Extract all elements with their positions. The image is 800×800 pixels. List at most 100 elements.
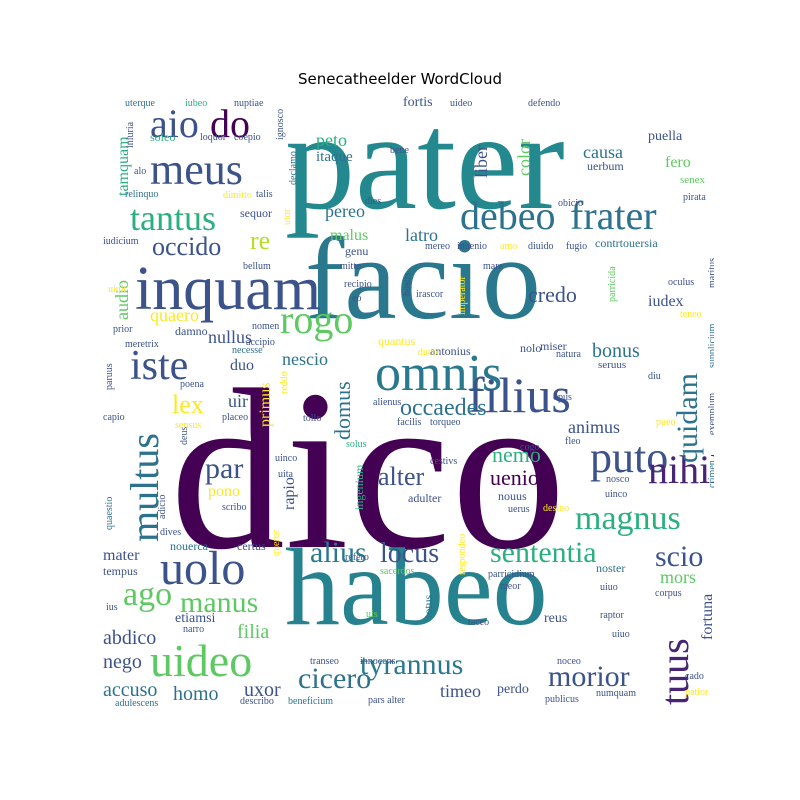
cloud-word: alius xyxy=(310,536,367,569)
cloud-word: mors xyxy=(660,567,696,587)
cloud-word: cestivs xyxy=(430,456,458,467)
cloud-word: adicio xyxy=(157,494,168,519)
cloud-word: senex xyxy=(680,174,706,186)
cloud-word: rapio xyxy=(281,477,298,510)
cloud-word: noster xyxy=(596,561,626,575)
cloud-word: narro xyxy=(183,624,205,635)
cloud-word: bellum xyxy=(243,261,271,272)
cloud-word: magnus xyxy=(575,500,681,537)
cloud-word: dimitto xyxy=(223,190,252,201)
cloud-word: fortis xyxy=(403,96,433,110)
cloud-word: rogo xyxy=(280,297,354,342)
cloud-word: loquor xyxy=(200,132,227,143)
cloud-word: refero xyxy=(345,552,369,563)
cloud-word: tempus xyxy=(103,564,138,578)
cloud-word: patior xyxy=(685,687,709,698)
cloud-word: mater xyxy=(103,547,140,564)
cloud-word: sacerdos xyxy=(380,566,415,577)
cloud-word: certus xyxy=(237,539,266,553)
cloud-word: pirata xyxy=(683,192,706,203)
word-cloud: dico pater facio habeo inquam omnis filius meus… xyxy=(100,96,714,710)
cloud-word: uinco xyxy=(275,453,298,464)
cloud-word: accuso xyxy=(103,679,158,701)
cloud-word: amo xyxy=(500,241,518,252)
cloud-word: puto xyxy=(590,433,669,482)
cloud-word: respondeo xyxy=(457,533,468,575)
cloud-word: cado xyxy=(685,671,704,682)
cloud-word: meus xyxy=(150,145,243,194)
cloud-word: parricida xyxy=(607,266,618,302)
cloud-word: contrtouersia xyxy=(595,236,658,250)
cloud-word: tollo xyxy=(303,413,322,424)
cloud-word: puella xyxy=(648,129,683,144)
cloud-word: debeo xyxy=(460,193,556,238)
cloud-word: pereo xyxy=(325,201,365,221)
cloud-word: damno xyxy=(175,324,208,338)
chart-title: Senecatheelder WordCloud xyxy=(297,70,503,88)
cloud-word: abdico xyxy=(103,627,157,649)
cloud-word: adulescens xyxy=(115,698,159,709)
cloud-word: color xyxy=(514,139,534,176)
cloud-word: beneficium xyxy=(288,696,333,707)
cloud-word: etiamsi xyxy=(175,611,216,626)
cloud-word: manus xyxy=(180,586,259,619)
cloud-word: quidam xyxy=(671,373,704,463)
cloud-word: poena xyxy=(180,379,204,390)
cloud-word: animus xyxy=(568,417,620,437)
cloud-word: uenio xyxy=(490,465,539,490)
cloud-word: antonius xyxy=(430,344,471,358)
cloud-word: sequor xyxy=(240,206,272,220)
cloud-word: quantus xyxy=(378,334,416,348)
cloud-word: adulter xyxy=(408,491,442,505)
cloud-word: uinco xyxy=(605,489,628,500)
cloud-word: reus xyxy=(544,611,568,626)
cloud-word: dies xyxy=(365,196,382,207)
cloud-word: parricidium xyxy=(488,569,535,580)
cloud-word: iudex xyxy=(648,293,684,310)
cloud-word: exemplum xyxy=(707,392,714,435)
cloud-word: re xyxy=(250,226,271,255)
cloud-word: nihil xyxy=(648,447,714,492)
cloud-word: filia xyxy=(237,621,270,643)
cloud-word: publicus xyxy=(545,694,579,705)
cloud-word: natura xyxy=(556,349,581,360)
cloud-word: uerus xyxy=(508,504,530,515)
cloud-word: fero xyxy=(665,154,691,171)
cloud-word: facio xyxy=(305,213,541,344)
cloud-word: talis xyxy=(256,189,273,200)
cloud-word: omnis xyxy=(375,345,503,402)
cloud-word: locus xyxy=(380,538,440,569)
cloud-word: ius xyxy=(106,602,118,613)
cloud-word: inuenio xyxy=(457,241,487,252)
cloud-word: ignosco xyxy=(275,108,286,140)
cloud-word: dives xyxy=(160,527,182,538)
cloud-word: seruus xyxy=(598,359,627,371)
cloud-word: fortuna xyxy=(699,593,714,640)
cloud-word: malus xyxy=(330,227,369,244)
cloud-word: coepio xyxy=(234,132,261,143)
cloud-word: lex xyxy=(172,390,204,419)
cloud-word: diu xyxy=(648,371,661,382)
cloud-word: uiuo xyxy=(600,582,618,593)
cloud-word: uideo xyxy=(150,635,253,686)
cloud-word: do xyxy=(210,101,250,146)
cloud-word: pueo xyxy=(656,417,676,428)
cloud-word: paruus xyxy=(104,363,115,390)
cloud-word: morior xyxy=(548,660,630,693)
cloud-word: uolo xyxy=(160,542,246,595)
cloud-word: bonus xyxy=(592,340,640,362)
cloud-word: uiuo xyxy=(612,629,630,640)
cloud-word: causa xyxy=(583,142,623,162)
cloud-word: duo xyxy=(230,357,254,374)
cloud-word: uis xyxy=(366,609,378,620)
cloud-word: dico xyxy=(170,342,566,597)
cloud-word: timeo xyxy=(440,681,481,701)
cloud-word: nouus xyxy=(498,489,527,503)
cloud-word: nullus xyxy=(208,327,253,347)
cloud-word: cogo xyxy=(520,442,540,453)
cloud-word: iubeo xyxy=(185,98,208,109)
cloud-word: quaero xyxy=(150,305,199,325)
cloud-word: corpus xyxy=(655,588,682,599)
cloud-word: iudicium xyxy=(103,236,139,247)
cloud-word: placeo xyxy=(222,412,249,423)
